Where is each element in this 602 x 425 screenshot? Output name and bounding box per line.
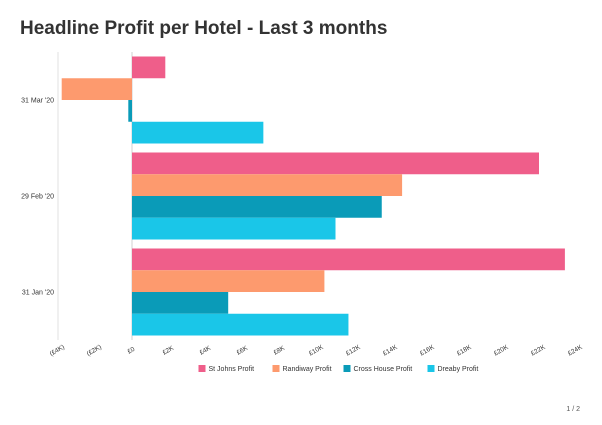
bar[interactable] [132,217,336,240]
bar[interactable] [132,152,539,175]
category-labels: 31 Mar '20 29 Feb '20 31 Jan '20 [21,98,54,297]
bar[interactable] [132,270,325,292]
x-tick-label: £0 [126,346,136,356]
x-tick-label: (£2K) [86,344,103,358]
x-tick-label: £6K [235,344,249,356]
x-tick-label: £16K [419,344,436,358]
x-tick-label: (£4K) [49,344,66,358]
x-tick-label: £24K [567,344,584,358]
legend-item[interactable]: Randiway Profit [283,366,332,373]
legend-item[interactable]: Dreaby Profit [438,366,479,373]
bar[interactable] [132,248,565,271]
chart-bars [61,56,565,336]
x-tick-label: £10K [308,344,325,358]
x-tick-label: £18K [456,344,473,358]
chart-legend: St Johns Profit Randiway Profit Cross Hous… [198,365,479,373]
x-tick-label: £22K [530,344,547,358]
x-tick-label: £4K [198,344,212,356]
bar[interactable] [132,313,349,336]
category-label: 31 Mar '20 [21,98,54,105]
bar[interactable] [132,56,166,79]
bar[interactable] [132,292,229,314]
x-tick-label: £20K [493,344,510,358]
legend-item[interactable]: Cross House Profit [354,366,413,373]
bar[interactable] [132,196,382,218]
legend-swatch [343,365,351,372]
legend-swatch [272,365,280,372]
bar[interactable] [132,174,403,196]
chart-title: Headline Profit per Hotel - Last 3 month… [20,18,388,39]
x-tick-label: £2K [161,344,175,356]
x-tick-label: £14K [382,344,399,358]
bar[interactable] [61,78,133,100]
legend-swatch [198,365,206,372]
page-number: 1 / 2 [566,406,580,413]
bar[interactable] [128,100,132,122]
x-tick-label: £8K [272,344,286,356]
bar[interactable] [132,121,264,144]
x-tick-labels: (£4K) (£2K) £0 £2K £4K £6K £8K £10K £12K £14K £16K… [49,344,585,358]
legend-item[interactable]: St Johns Profit [209,366,255,373]
x-tick-label: £12K [345,344,362,358]
category-label: 31 Jan '20 [22,290,54,297]
category-label: 29 Feb '20 [21,194,54,201]
legend-swatch [427,365,435,372]
